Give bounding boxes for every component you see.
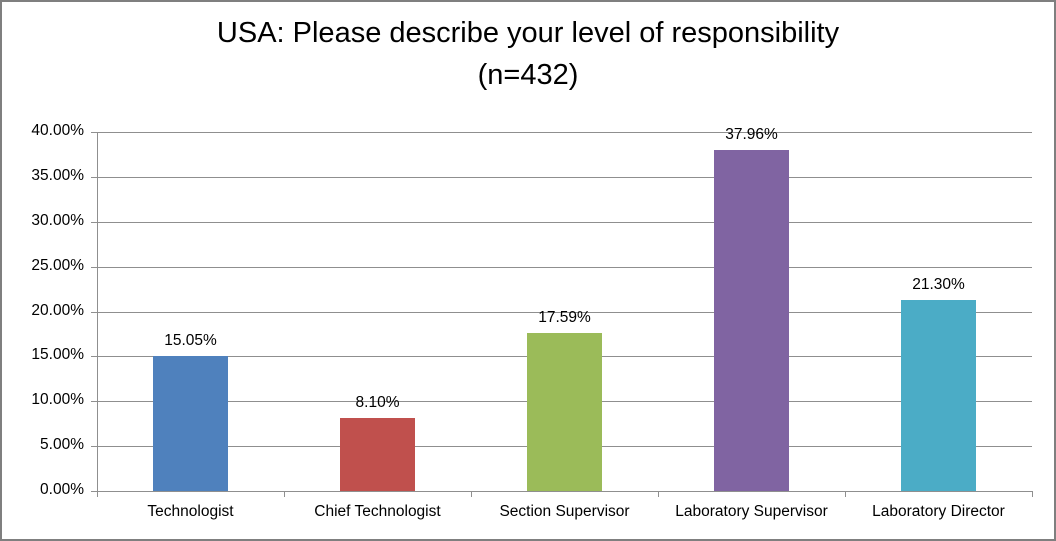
y-tick-label: 25.00% — [31, 256, 84, 274]
x-axis-tick — [97, 491, 98, 497]
y-tick-label: 15.00% — [31, 346, 84, 364]
y-axis-tick — [91, 446, 97, 448]
y-axis-tick — [91, 132, 97, 133]
x-axis-tick — [845, 491, 846, 497]
y-tick-label: 30.00% — [31, 211, 84, 229]
gridline — [97, 266, 1032, 268]
y-axis-line — [97, 132, 98, 491]
bar-technologist — [153, 355, 228, 491]
x-category-label: Section Supervisor — [499, 503, 630, 520]
bar-laboratory-director — [901, 299, 976, 491]
bar-value-label: 17.59% — [538, 309, 591, 327]
gridline — [97, 132, 1032, 133]
y-tick-label: 0.00% — [40, 481, 84, 498]
y-tick-label: 40.00% — [31, 122, 84, 139]
gridline — [97, 221, 1032, 223]
x-category-label: Chief Technologist — [314, 503, 441, 520]
x-axis-tick — [658, 491, 659, 497]
y-axis-tick — [91, 401, 97, 403]
bar-value-label: 21.30% — [912, 275, 965, 293]
bar-value-label: 15.05% — [164, 331, 217, 349]
bar-value-label: 8.10% — [355, 394, 400, 412]
chart-title: USA: Please describe your level of respo… — [2, 12, 1054, 96]
bar-chief-technologist — [340, 418, 415, 491]
x-category-label: Laboratory Director — [872, 503, 1005, 520]
x-axis-line — [97, 491, 1032, 492]
gridline — [97, 311, 1032, 313]
x-axis-tick — [284, 491, 285, 497]
x-axis-tick — [1032, 491, 1033, 497]
y-axis-tick — [91, 311, 97, 313]
bar-value-label: 37.96% — [725, 126, 778, 144]
chart-title-line2: (n=432) — [477, 59, 579, 91]
y-axis-tick — [91, 266, 97, 268]
y-axis-tick — [91, 356, 97, 358]
plot-area — [97, 132, 1032, 491]
y-tick-label: 35.00% — [31, 166, 84, 184]
chart-title-line1: USA: Please describe your level of respo… — [216, 17, 840, 49]
gridline — [97, 176, 1032, 178]
bar-laboratory-supervisor — [714, 150, 789, 491]
x-category-label: Laboratory Supervisor — [675, 503, 828, 520]
x-category-label: Technologist — [147, 503, 234, 520]
y-tick-label: 5.00% — [40, 436, 84, 454]
y-axis-tick — [91, 491, 97, 492]
y-axis-tick — [91, 221, 97, 223]
y-tick-label: 20.00% — [31, 301, 84, 319]
bar-section-supervisor — [527, 333, 602, 491]
y-tick-label: 10.00% — [31, 391, 84, 409]
x-axis-tick — [471, 491, 472, 497]
y-axis-tick — [91, 176, 97, 178]
